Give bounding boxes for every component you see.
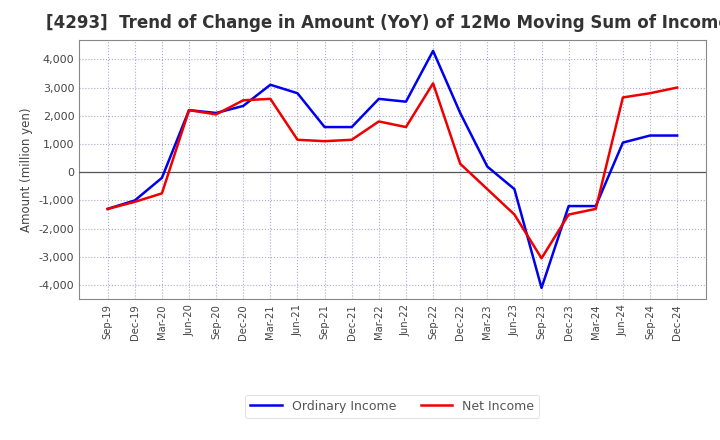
Line: Ordinary Income: Ordinary Income	[108, 51, 677, 288]
Net Income	[293, 137, 302, 143]
Legend: Ordinary Income, Net Income: Ordinary Income, Net Income	[246, 395, 539, 418]
Net Income	[104, 206, 112, 212]
Net Income	[130, 199, 139, 205]
Line: Net Income: Net Income	[108, 83, 677, 258]
Ordinary Income	[348, 125, 356, 130]
Net Income	[456, 161, 464, 166]
Ordinary Income	[320, 125, 329, 130]
Ordinary Income	[185, 107, 194, 113]
Net Income	[239, 98, 248, 103]
Ordinary Income	[537, 285, 546, 290]
Net Income	[591, 206, 600, 212]
Net Income	[428, 81, 437, 86]
Net Income	[402, 125, 410, 130]
Ordinary Income	[428, 48, 437, 54]
Net Income	[320, 139, 329, 144]
Ordinary Income	[456, 110, 464, 116]
Ordinary Income	[510, 187, 518, 192]
Net Income	[483, 187, 492, 192]
Ordinary Income	[591, 203, 600, 209]
Ordinary Income	[564, 203, 573, 209]
Net Income	[618, 95, 627, 100]
Ordinary Income	[374, 96, 383, 102]
Ordinary Income	[672, 133, 681, 138]
Net Income	[374, 119, 383, 124]
Ordinary Income	[293, 91, 302, 96]
Net Income	[537, 256, 546, 261]
Ordinary Income	[212, 110, 220, 116]
Title: [4293]  Trend of Change in Amount (YoY) of 12Mo Moving Sum of Incomes: [4293] Trend of Change in Amount (YoY) o…	[45, 15, 720, 33]
Net Income	[348, 137, 356, 143]
Ordinary Income	[130, 198, 139, 203]
Ordinary Income	[402, 99, 410, 104]
Net Income	[510, 212, 518, 217]
Net Income	[672, 85, 681, 90]
Net Income	[564, 212, 573, 217]
Ordinary Income	[483, 164, 492, 169]
Ordinary Income	[618, 140, 627, 145]
Ordinary Income	[646, 133, 654, 138]
Net Income	[212, 112, 220, 117]
Net Income	[185, 107, 194, 113]
Net Income	[158, 191, 166, 196]
Ordinary Income	[104, 206, 112, 212]
Ordinary Income	[266, 82, 275, 88]
Ordinary Income	[158, 175, 166, 180]
Net Income	[646, 91, 654, 96]
Net Income	[266, 96, 275, 102]
Ordinary Income	[239, 103, 248, 109]
Y-axis label: Amount (million yen): Amount (million yen)	[20, 107, 33, 231]
